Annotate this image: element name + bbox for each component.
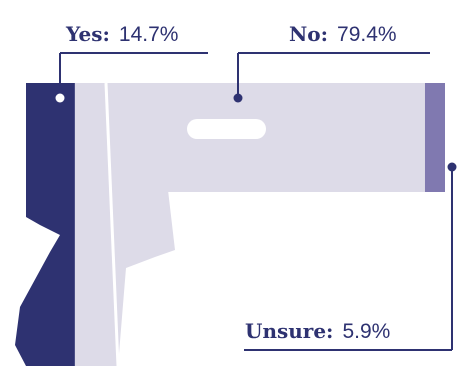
- unsure-leader-dot: [447, 162, 457, 172]
- divider-yes-no: [104, 82, 120, 367]
- yes-leader-dot: [55, 93, 65, 103]
- yes-label: Yes: 14.7%: [65, 22, 178, 46]
- no-label-name: No:: [289, 22, 328, 46]
- ejection-port-cutout: [187, 119, 266, 139]
- no-leader-dot: [233, 93, 243, 103]
- segment-yes: [15, 83, 76, 366]
- unsure-label-value: 5.9%: [342, 320, 390, 343]
- yes-label-name: Yes:: [65, 22, 110, 46]
- annotations-group: [55, 52, 457, 351]
- no-label-value: 79.4%: [337, 23, 397, 46]
- segment-unsure: [424, 83, 445, 366]
- trigger-cutout: [202, 192, 252, 238]
- no-label: No: 79.4%: [289, 22, 397, 46]
- unsure-label: Unsure: 5.9%: [245, 319, 390, 343]
- yes-label-value: 14.7%: [119, 23, 179, 46]
- unsure-label-name: Unsure:: [245, 319, 333, 343]
